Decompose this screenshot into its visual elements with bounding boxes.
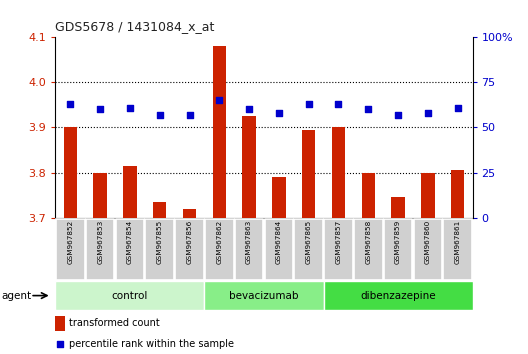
Text: GSM967864: GSM967864 [276,219,282,264]
Point [215,97,223,103]
Bar [451,170,464,218]
Bar [55,281,204,310]
Bar [205,219,233,280]
Text: GSM967858: GSM967858 [365,219,371,264]
Bar [265,219,293,280]
Bar [145,219,174,280]
Bar [213,46,226,218]
Text: bevacizumab: bevacizumab [229,291,299,301]
Bar [444,219,472,280]
Bar [324,281,473,310]
Bar [183,209,196,218]
Bar [332,127,345,218]
Bar [391,198,405,218]
Point [364,107,373,112]
Bar [384,219,412,280]
Bar [421,173,435,218]
Point [454,105,462,110]
Text: control: control [112,291,148,301]
Bar [354,219,383,280]
Point [305,101,313,107]
Text: GSM967856: GSM967856 [186,219,193,264]
Point [96,107,105,112]
Text: GSM967857: GSM967857 [335,219,342,264]
Bar [175,219,204,280]
Text: GSM967852: GSM967852 [68,219,73,264]
Bar [295,219,323,280]
Bar [242,116,256,218]
Text: GSM967863: GSM967863 [246,219,252,264]
Bar [153,202,166,218]
Bar [235,219,263,280]
Text: GSM967865: GSM967865 [306,219,312,264]
Bar [204,281,324,310]
Bar [413,219,442,280]
Point [56,341,64,347]
Text: GSM967854: GSM967854 [127,219,133,264]
Point [155,112,164,118]
Point [394,112,402,118]
Bar [116,219,144,280]
Bar [93,173,107,218]
Point [334,101,343,107]
Text: GSM967853: GSM967853 [97,219,103,264]
Bar [56,219,84,280]
Bar [123,166,137,218]
Text: GDS5678 / 1431084_x_at: GDS5678 / 1431084_x_at [55,20,215,33]
Text: GSM967859: GSM967859 [395,219,401,264]
Point [185,112,194,118]
Bar [55,315,64,331]
Bar [302,130,315,218]
Point [423,110,432,116]
Point [245,107,253,112]
Text: agent: agent [2,291,32,301]
Bar [362,173,375,218]
Bar [324,219,353,280]
Text: GSM967860: GSM967860 [425,219,431,264]
Point [275,110,283,116]
Text: dibenzazepine: dibenzazepine [360,291,436,301]
Text: GSM967862: GSM967862 [216,219,222,264]
Point [126,105,134,110]
Text: GSM967861: GSM967861 [455,219,460,264]
Text: GSM967855: GSM967855 [157,219,163,264]
Point [66,101,74,107]
Bar [86,219,115,280]
Text: transformed count: transformed count [69,318,159,328]
Bar [64,127,77,218]
Text: percentile rank within the sample: percentile rank within the sample [69,339,234,349]
Bar [272,177,286,218]
